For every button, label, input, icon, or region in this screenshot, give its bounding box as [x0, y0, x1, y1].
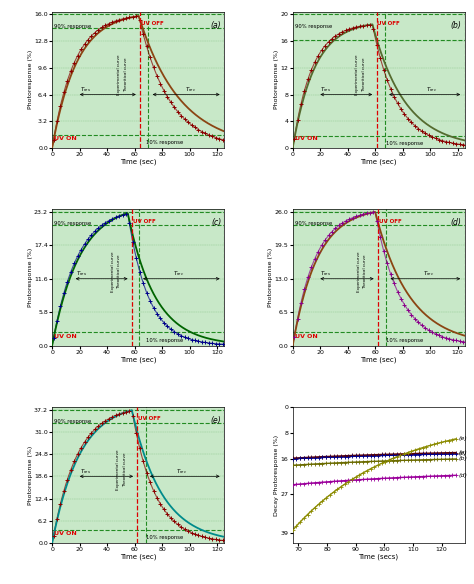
X-axis label: Time (sec): Time (sec): [360, 356, 397, 363]
Text: Experimental curve: Experimental curve: [118, 54, 121, 95]
Text: 90% response: 90% response: [295, 24, 332, 29]
Text: 10% response: 10% response: [146, 140, 183, 145]
Text: (d): (d): [459, 473, 468, 478]
Text: $T_{res}$: $T_{res}$: [80, 467, 91, 476]
Text: UV OFF: UV OFF: [377, 21, 400, 26]
Text: Experimental curve: Experimental curve: [356, 54, 359, 95]
Text: $T_{res}$: $T_{res}$: [80, 85, 91, 94]
Text: $T_{rec}$: $T_{rec}$: [426, 85, 438, 94]
Y-axis label: Photoresponse (%): Photoresponse (%): [28, 50, 33, 109]
Text: (a): (a): [210, 20, 221, 30]
X-axis label: Time (sec): Time (sec): [120, 554, 156, 560]
Text: $T_{res}$: $T_{res}$: [320, 269, 331, 279]
Text: (b): (b): [451, 20, 462, 30]
Text: $T_{rec}$: $T_{rec}$: [173, 269, 184, 279]
Text: Experimental curve: Experimental curve: [116, 450, 120, 490]
Text: (c): (c): [459, 451, 467, 456]
Text: (e): (e): [210, 416, 221, 425]
Text: UV ON: UV ON: [295, 333, 318, 339]
Text: UV ON: UV ON: [54, 136, 77, 141]
Text: (e): (e): [459, 436, 468, 442]
Text: $T_{rec}$: $T_{rec}$: [185, 85, 197, 94]
Text: UV ON: UV ON: [54, 333, 77, 339]
Text: (a): (a): [459, 450, 468, 455]
Text: UV OFF: UV OFF: [141, 21, 164, 26]
Y-axis label: Photoresponse (%): Photoresponse (%): [27, 446, 33, 505]
Text: 10% response: 10% response: [146, 535, 183, 540]
Text: (b): (b): [459, 457, 468, 461]
X-axis label: Time (secs): Time (secs): [358, 554, 399, 560]
Text: Theoritical curve: Theoritical curve: [364, 255, 367, 289]
Text: (c): (c): [211, 218, 221, 227]
Text: Experimental curve: Experimental curve: [110, 252, 115, 293]
Text: 90% response: 90% response: [295, 221, 332, 226]
Text: UV OFF: UV OFF: [133, 218, 155, 224]
Text: 90% response: 90% response: [54, 221, 91, 226]
X-axis label: Time (sec): Time (sec): [360, 158, 397, 165]
Text: $T_{rec}$: $T_{rec}$: [176, 467, 187, 476]
X-axis label: Time (sec): Time (sec): [120, 356, 156, 363]
Text: $T_{res}$: $T_{res}$: [75, 269, 87, 279]
X-axis label: Time (sec): Time (sec): [120, 158, 156, 165]
Y-axis label: Photoresponse (%): Photoresponse (%): [274, 50, 279, 109]
Text: Theoritical curve: Theoritical curve: [123, 453, 127, 487]
Text: $T_{rec}$: $T_{rec}$: [423, 269, 435, 279]
Text: Theoritical curve: Theoritical curve: [118, 255, 121, 289]
Y-axis label: Photoresponse (%): Photoresponse (%): [27, 248, 33, 307]
Text: 90% response: 90% response: [54, 419, 91, 424]
Text: 10% response: 10% response: [386, 338, 423, 343]
Text: (d): (d): [451, 218, 462, 227]
Text: $T_{res}$: $T_{res}$: [320, 85, 331, 94]
Text: Experimental curve: Experimental curve: [356, 252, 361, 293]
Text: UV OFF: UV OFF: [379, 218, 401, 224]
Y-axis label: Decay Photoresponse (%): Decay Photoresponse (%): [274, 434, 279, 516]
Text: 90% response: 90% response: [54, 24, 91, 29]
Text: UV ON: UV ON: [295, 136, 318, 141]
Text: UV OFF: UV OFF: [138, 416, 161, 421]
Text: UV ON: UV ON: [54, 531, 77, 536]
Text: Theoritical curve: Theoritical curve: [124, 57, 128, 92]
Text: Theoritical curve: Theoritical curve: [362, 57, 366, 92]
Y-axis label: Photoresponse (%): Photoresponse (%): [268, 248, 273, 307]
Text: 10% response: 10% response: [386, 141, 423, 146]
Text: 10% response: 10% response: [146, 338, 183, 343]
